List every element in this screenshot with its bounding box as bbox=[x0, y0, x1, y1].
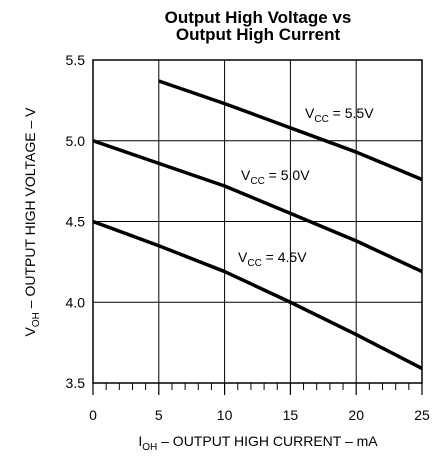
series-label: VCC = 4.5V bbox=[238, 249, 307, 269]
series-label-part: = 5.0V bbox=[265, 167, 310, 183]
series-label: VCC = 5.0V bbox=[241, 167, 310, 187]
x-tick-label: 15 bbox=[283, 407, 299, 423]
chart-title: Output High Voltage vs bbox=[165, 8, 352, 27]
series-label-part: CC bbox=[314, 114, 328, 125]
chart-title: Output High Current bbox=[176, 25, 341, 44]
series-label-part: CC bbox=[250, 176, 264, 187]
series-label: VCC = 5.5V bbox=[305, 105, 374, 125]
y-tick-label: 4.0 bbox=[66, 294, 86, 310]
line bbox=[158, 79, 423, 182]
y-tick-label: 4.5 bbox=[66, 214, 86, 230]
y-axis-label: VOH – OUTPUT HIGH VOLTAGE – V bbox=[22, 107, 42, 337]
series-label-part: = 5.5V bbox=[329, 105, 374, 121]
line bbox=[92, 139, 423, 274]
series-label-part: V bbox=[238, 249, 248, 265]
line bbox=[92, 219, 423, 371]
y-tick-label: 3.5 bbox=[66, 375, 86, 391]
series-label-part: = 4.5V bbox=[262, 249, 307, 265]
x-tick-label: 10 bbox=[217, 407, 233, 423]
x-tick-label: 25 bbox=[414, 407, 430, 423]
series-label-part: V bbox=[305, 105, 315, 121]
x-tick-label: 0 bbox=[89, 407, 97, 423]
x-axis-label: IOH – OUTPUT HIGH CURRENT – mA bbox=[138, 433, 378, 453]
series-label-part: V bbox=[241, 167, 251, 183]
series-label-part: CC bbox=[247, 258, 261, 269]
x-tick-label: 20 bbox=[348, 407, 364, 423]
x-tick-label: 5 bbox=[155, 407, 163, 423]
y-tick-label: 5.0 bbox=[66, 133, 86, 149]
y-tick-label: 5.5 bbox=[66, 52, 86, 68]
